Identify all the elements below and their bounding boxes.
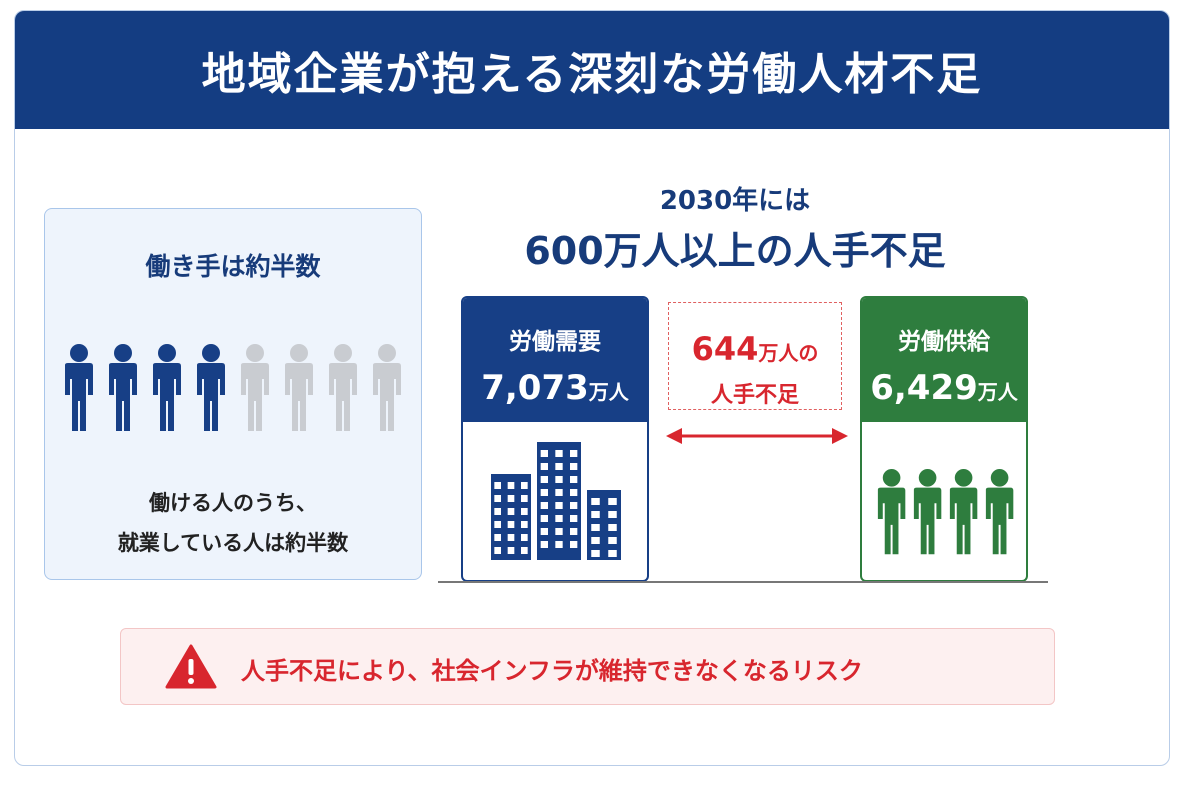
demand-label: 労働需要 [509,329,601,355]
window [570,476,578,483]
building [537,442,581,560]
person-icon [373,344,401,431]
panel-caption: 働ける人のうち、 就業している人は約半数 [45,483,421,563]
window [555,476,563,483]
window [555,515,563,522]
warning-box: 人手不足により、社会インフラが維持できなくなるリスク [120,628,1055,705]
window [540,502,548,509]
window [540,541,548,548]
window [507,495,515,502]
window [507,547,515,554]
window [555,450,563,457]
person-icon [985,468,1014,555]
window [570,463,578,470]
left-panel: 働き手は約半数 働ける人のうち、 就業している人は約半数 [44,208,422,580]
window [570,450,578,457]
person-icon [153,344,181,431]
headline-line1: 2030年には [659,186,811,216]
window [521,547,528,554]
window [521,508,528,515]
headline-line2: 600万人以上の人手不足 [524,229,946,273]
gap-unit: 万人の [758,341,819,365]
window [555,528,563,535]
window [570,515,578,522]
caption-line: 就業している人は約半数 [117,531,349,555]
person-icon [329,344,357,431]
window [570,502,578,509]
window [570,541,578,548]
person-icon [197,344,225,431]
window [540,450,548,457]
supply-unit: 万人 [977,380,1018,404]
demand-value: 7,073 [481,368,589,408]
window [608,511,617,518]
window [555,541,563,548]
window [540,463,548,470]
window [608,524,617,531]
gap-arrow [666,428,848,444]
person-icon [877,468,906,555]
demand-box: 労働需要 7,073万人 [461,296,649,582]
window [555,463,563,470]
warning-icon [165,644,217,689]
warning-text: 人手不足により、社会インフラが維持できなくなるリスク [241,657,863,685]
person-icon [241,344,269,431]
baseline [438,581,1048,583]
window [540,528,548,535]
person-icon [65,344,93,431]
window [540,476,548,483]
demand-unit: 万人 [588,380,629,404]
window [608,550,617,557]
building-icon [491,442,621,560]
panel-title: 働き手は約半数 [145,252,321,281]
window [591,524,600,531]
window [591,498,600,505]
window [570,528,578,535]
supply-box: 労働供給 6,429万人 [860,296,1028,582]
window [521,482,528,489]
person-icon [109,344,137,431]
window [591,550,600,557]
caption-line: 働ける人のうち、 [149,491,317,515]
window [494,508,501,515]
person-icon [285,344,313,431]
window [555,489,563,496]
card: 地域企業が抱える深刻な労働人材不足 [14,10,1170,766]
window [591,511,600,518]
window [555,502,563,509]
people-icons [65,344,401,431]
person-icon [949,468,978,555]
window [507,534,515,541]
people-icons [877,468,1014,555]
window [494,547,501,554]
supply-label: 労働供給 [898,329,990,355]
window [494,521,501,528]
window [570,489,578,496]
window [608,537,617,544]
window [521,495,528,502]
window [507,482,515,489]
window [608,498,617,505]
header-title: 地域企業が抱える深刻な労働人材不足 [15,11,1169,129]
window [540,515,548,522]
person-icon [913,468,942,555]
window [494,534,501,541]
gap-value: 644 [691,330,759,368]
window [507,521,515,528]
window [521,521,528,528]
supply-value: 6,429 [870,368,978,408]
window [521,534,528,541]
window [591,537,600,544]
window [494,495,501,502]
gap-box: 644万人の 人手不足 [668,302,842,410]
window [494,482,501,489]
window [540,489,548,496]
window [507,508,515,515]
gap-label: 人手不足 [710,383,799,408]
